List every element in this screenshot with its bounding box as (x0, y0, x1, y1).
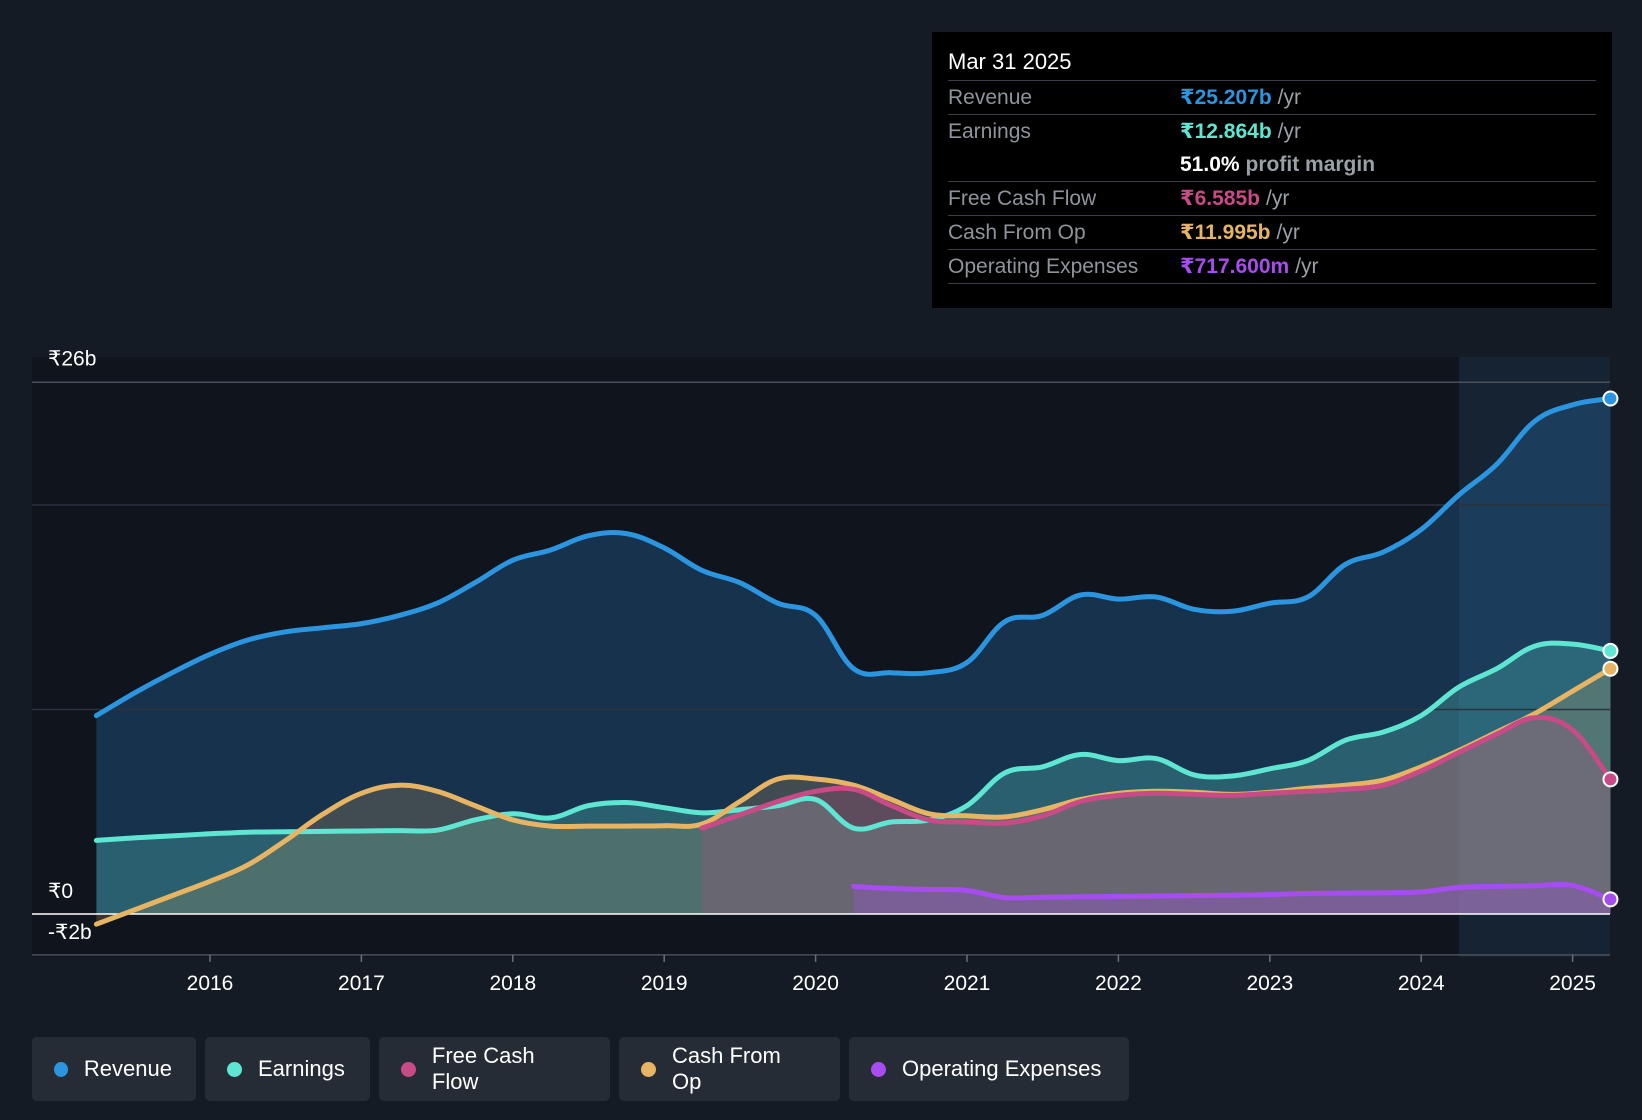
tooltip-unit: profit margin (1245, 153, 1376, 176)
line-revenue (93, 396, 1613, 719)
x-tick-label: 2022 (1095, 972, 1142, 995)
tooltip-row-profit-margin: 51.0% profit margin (948, 148, 1596, 182)
x-tick-label: 2018 (489, 972, 536, 995)
tooltip-unit: /yr (1295, 255, 1319, 278)
tooltip-value: ₹11.995b (1180, 221, 1271, 244)
tooltip-label: Free Cash Flow (948, 187, 1097, 210)
endpoint-operating-expenses (1602, 891, 1619, 908)
x-tick-label: 2023 (1246, 972, 1293, 995)
legend-label: Free Cash Flow (431, 1043, 535, 1094)
dot-icon (641, 1061, 656, 1077)
legend-item-revenue[interactable]: Revenue (32, 1037, 196, 1101)
legend: Revenue Earnings Free Cash Flow Cash Fro… (32, 1037, 1138, 1101)
x-tick-label: 2016 (187, 972, 234, 995)
tooltip-label: Cash From Op (948, 221, 1086, 244)
dot-icon (871, 1061, 886, 1077)
tooltip-value: ₹12.864b (1180, 120, 1272, 143)
legend-item-cash-from-op[interactable]: Cash From Op (619, 1037, 840, 1101)
tooltip-unit: /yr (1276, 221, 1300, 244)
x-tick-label: 2019 (641, 972, 688, 995)
tooltip-row-cash-from-op: Cash From Op ₹11.995b /yr (948, 216, 1596, 250)
legend-item-free-cash-flow[interactable]: Free Cash Flow (379, 1037, 610, 1101)
tooltip-value: ₹717.600m (1180, 255, 1290, 278)
tooltip-row-revenue: Revenue ₹25.207b /yr (948, 81, 1596, 115)
tooltip-row-free-cash-flow: Free Cash Flow ₹6.585b /yr (948, 182, 1596, 216)
legend-label: Cash From Op (671, 1043, 781, 1094)
tooltip-label (948, 148, 1180, 181)
dot-icon (227, 1061, 242, 1077)
dot-icon (401, 1061, 416, 1077)
tooltip-label: Revenue (948, 86, 1033, 109)
plot-background (32, 357, 1610, 957)
x-tick-label: 2020 (792, 972, 839, 995)
series-lines (93, 396, 1613, 927)
endpoint-earnings (1602, 642, 1619, 659)
area-earnings (96, 643, 1611, 914)
tooltip-unit: /yr (1277, 120, 1301, 143)
y-tick-label: ₹0 (48, 880, 73, 903)
forecast-region (1459, 357, 1610, 957)
x-tick-label: 2021 (944, 972, 991, 995)
legend-label: Revenue (83, 1056, 172, 1081)
tooltip-value: 51.0% (1180, 153, 1240, 176)
tooltip-value: ₹25.207b (1180, 86, 1272, 109)
area-revenue (96, 398, 1611, 914)
legend-label: Operating Expenses (902, 1056, 1102, 1081)
dot-icon (54, 1061, 68, 1077)
line-earnings (93, 640, 1613, 843)
x-axis-labels: 2016 2017 2018 2019 2020 2021 2022 2023 2024 2025 (187, 954, 1596, 995)
tooltip-label: Earnings (948, 120, 1031, 143)
gridlines (32, 381, 1610, 956)
y-tick-label: ₹26b (48, 347, 96, 370)
endpoint-free-cash-flow (1602, 771, 1619, 788)
tooltip-date: Mar 31 2025 (948, 44, 1596, 81)
x-tick-label: 2025 (1549, 972, 1596, 995)
tooltip-panel: Mar 31 2025 Revenue ₹25.207b /yr Earning… (932, 32, 1612, 308)
y-tick-label: -₹2b (48, 921, 92, 944)
x-tick-label: 2024 (1398, 972, 1445, 995)
legend-item-operating-expenses[interactable]: Operating Expenses (849, 1037, 1129, 1101)
line-cash-from-op (93, 666, 1613, 927)
series-areas (32, 357, 1611, 957)
endpoint-cash-from-op (1602, 660, 1619, 677)
line-operating-expenses (851, 881, 1613, 902)
legend-item-earnings[interactable]: Earnings (205, 1037, 370, 1101)
legend-label: Earnings (258, 1056, 345, 1081)
area-cash-from-op (96, 668, 1611, 925)
tooltip-row-earnings: Earnings ₹12.864b /yr (948, 115, 1596, 148)
tooltip-value: ₹6.585b (1180, 187, 1260, 210)
tooltip-label: Operating Expenses (948, 255, 1139, 278)
endpoint-revenue (1602, 390, 1619, 407)
series-end-markers (1602, 390, 1619, 908)
area-free-cash-flow (702, 717, 1611, 914)
x-tick-label: 2017 (338, 972, 385, 995)
tooltip-unit: /yr (1277, 86, 1301, 109)
line-free-cash-flow (699, 715, 1613, 831)
y-axis-labels: ₹26b ₹0 -₹2b (48, 347, 96, 944)
tooltip-unit: /yr (1266, 187, 1290, 210)
area-operating-expenses (853, 884, 1611, 914)
tooltip-row-operating-expenses: Operating Expenses ₹717.600m /yr (948, 250, 1596, 284)
